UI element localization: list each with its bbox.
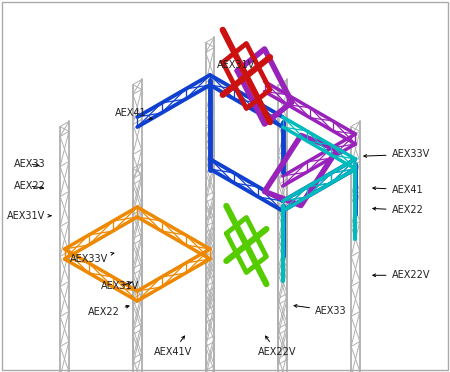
Text: AEX31V: AEX31V xyxy=(7,211,51,221)
Text: AEX33V: AEX33V xyxy=(364,150,430,159)
Text: AEX33V: AEX33V xyxy=(70,253,114,263)
Text: AEX33: AEX33 xyxy=(14,159,45,169)
Text: AEX31V: AEX31V xyxy=(217,60,256,70)
Text: AEX41V: AEX41V xyxy=(154,336,193,356)
Text: AEX33: AEX33 xyxy=(294,305,346,315)
Text: AEX41: AEX41 xyxy=(115,109,152,119)
Text: AEX22: AEX22 xyxy=(14,181,45,191)
Text: AEX22: AEX22 xyxy=(88,305,129,317)
Text: AEX22V: AEX22V xyxy=(257,336,296,356)
Text: AEX22V: AEX22V xyxy=(373,270,430,280)
Text: AEX22: AEX22 xyxy=(373,205,423,215)
Text: AEX31V: AEX31V xyxy=(101,282,140,291)
Text: AEX41: AEX41 xyxy=(373,185,423,195)
